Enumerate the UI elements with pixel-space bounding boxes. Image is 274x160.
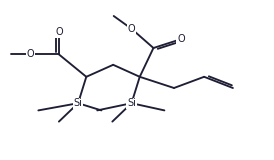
Text: O: O bbox=[26, 49, 34, 59]
Text: Si: Si bbox=[74, 98, 82, 108]
Text: O: O bbox=[128, 24, 135, 34]
Text: Si: Si bbox=[127, 98, 136, 108]
Text: O: O bbox=[177, 34, 185, 44]
Text: O: O bbox=[55, 27, 63, 37]
